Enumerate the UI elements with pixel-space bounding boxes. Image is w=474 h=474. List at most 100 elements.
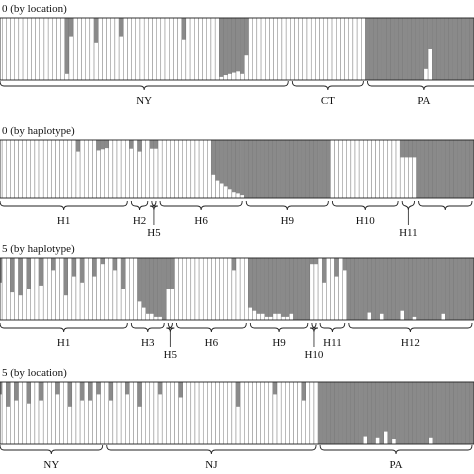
bar-31 [120,381,126,445]
bar-44 [177,17,182,81]
bar-segment-grey-102 [412,140,417,158]
bar-37 [145,139,150,199]
bar-segment-grey-114 [461,140,466,198]
group-label: H9 [272,337,286,349]
bar-54 [215,257,220,321]
bar-segment-grey-99 [400,140,405,158]
bar-segment-grey-95 [390,18,395,80]
bar-79 [317,257,323,321]
group-label: H9 [281,215,295,227]
bar-48 [190,381,196,445]
bar-19 [72,17,78,81]
bar-10 [34,139,40,199]
bar-37 [148,17,153,81]
bar-segment-grey-75 [301,382,306,401]
bar-segment-grey-23 [88,382,93,401]
bar-41 [161,381,167,445]
bar-segment-grey-88 [355,258,360,320]
bar-segment-grey-18 [68,18,74,37]
bar-segment-grey-109 [441,140,446,198]
bar-13 [47,257,52,321]
bar-segment-grey-74 [297,258,302,320]
group-label: H6 [194,215,208,227]
bar-segment-grey-72 [289,140,294,198]
group-label: H5 [164,349,178,361]
bar-62 [252,17,258,81]
bar-3 [6,139,11,199]
bar-60 [239,257,245,321]
group-brace [245,200,329,211]
bar-segment-grey-20 [75,140,81,152]
bar-segment-grey-79 [318,382,323,444]
bar-segment-grey-72 [289,258,294,314]
bar-segment-grey-105 [424,258,429,320]
bar-57 [227,257,233,321]
group-label: H10 [356,215,375,227]
bar-segment-grey-96 [394,18,399,80]
bar-33 [131,17,136,81]
bar-segment-grey-102 [419,18,424,80]
bar-76 [310,17,316,81]
bar-30 [116,139,122,199]
group-brace [130,200,149,211]
bar-segment-grey-106 [428,140,434,198]
bar-segment-grey-114 [461,258,466,320]
bar-segment-grey-1 [0,382,3,395]
bar-segment-grey-89 [359,382,364,444]
bar-segment-grey-71 [285,258,290,317]
bar-segment-grey-97 [398,18,404,80]
bar-segment-grey-112 [453,258,458,320]
bar-25 [98,17,103,81]
bar-segment-grey-112 [453,140,458,198]
bar-65 [260,381,265,445]
bar-4 [10,139,15,199]
bar-segment-grey-76 [305,140,310,198]
bar-55 [219,257,224,321]
bar-segment-grey-90 [369,18,374,80]
bar-segment-grey-109 [441,382,446,444]
bar-segment-grey-112 [453,382,458,444]
bar-5 [14,139,19,199]
bar-10 [34,381,40,445]
group-label: H1 [57,215,70,227]
bar-38 [152,17,157,81]
bar-34 [133,257,138,321]
bar-segment-grey-91 [367,382,372,444]
bar-81 [331,17,337,81]
bar-segment-grey-39 [153,140,159,149]
bar-14 [52,17,57,81]
bar-77 [309,381,315,445]
bar-40 [157,139,163,199]
bar-segment-grey-101 [415,18,420,80]
bar-segment-grey-8 [26,382,31,404]
bar-2 [2,17,7,81]
bar-36 [143,17,149,81]
bar-13 [47,381,52,445]
bar-segment-grey-59 [240,18,245,74]
bar-segment-grey-105 [432,18,437,80]
bar-32 [127,17,132,81]
bar-38 [149,381,155,445]
bar-58 [231,381,237,445]
bar-segment-grey-115 [465,258,470,320]
group-label: H5 [147,227,161,239]
group-label: NY [136,95,152,107]
bar-91 [367,139,372,199]
bar-segment-grey-98 [396,258,401,320]
bar-segment-grey-80 [322,258,327,283]
bar-42 [166,381,171,445]
bar-66 [264,381,269,445]
bar-34 [133,139,138,199]
group-label: CT [321,95,335,107]
bar-43 [170,139,175,199]
bar-segment-grey-83 [334,258,339,277]
panel-frame [0,257,474,321]
bar-segment-grey-78 [313,140,319,198]
bar-65 [265,17,270,81]
bar-segment-grey-68 [272,382,278,395]
bar-44 [174,381,179,445]
group-label: PA [390,459,403,471]
bar-16 [59,139,64,199]
